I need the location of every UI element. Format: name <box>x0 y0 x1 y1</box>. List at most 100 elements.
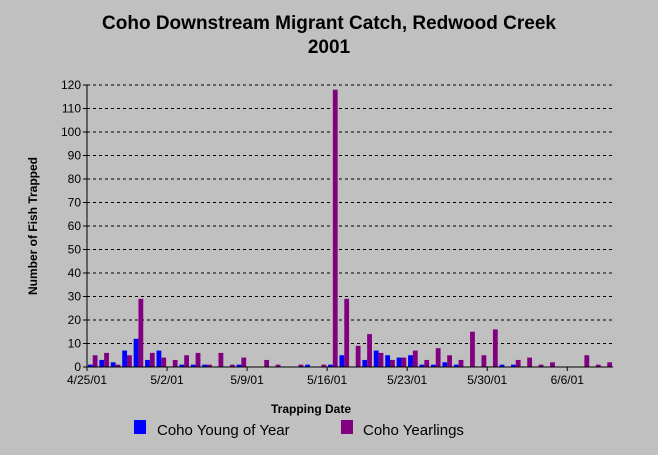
legend-swatch-young-of-year <box>134 420 146 434</box>
bar-yearlings-1 <box>104 352 109 367</box>
y-tick-label-10: 10 <box>68 337 82 351</box>
bar-yearlings-45 <box>607 362 613 367</box>
bar-yearlings-38 <box>527 357 533 367</box>
bar-yearlings-10 <box>207 364 212 367</box>
y-tick-label-20: 20 <box>68 313 82 327</box>
y-tick-label-120: 120 <box>61 78 81 92</box>
y-tick-label-100: 100 <box>61 125 81 139</box>
chart-title: Coho Downstream Migrant Catch, Redwood C… <box>0 12 658 60</box>
bar-young-of-year-37 <box>511 364 516 367</box>
legend-swatch-yearlings <box>341 420 353 434</box>
y-tick-label-70: 70 <box>68 196 82 210</box>
bar-yearlings-7 <box>172 359 178 367</box>
bar-young-of-year-0 <box>87 364 93 367</box>
x-tick-label-0: 4/25/01 <box>67 373 107 387</box>
x-tick-label-4: 5/23/01 <box>387 373 427 387</box>
bar-young-of-year-26 <box>385 355 391 367</box>
bar-yearlings-6 <box>161 357 167 367</box>
bar-young-of-year-4 <box>133 338 139 367</box>
bar-young-of-year-21 <box>328 364 333 367</box>
bar-yearlings-44 <box>595 364 601 367</box>
bar-yearlings-40 <box>550 362 555 367</box>
bar-young-of-year-9 <box>190 364 196 367</box>
bar-young-of-year-1 <box>99 359 105 367</box>
bar-young-of-year-6 <box>156 350 162 367</box>
title-line-1: Coho Downstream Migrant Catch, Redwood C… <box>102 13 556 34</box>
y-tick-label-30: 30 <box>68 290 82 304</box>
bar-yearlings-31 <box>447 355 452 367</box>
bar-yearlings-24 <box>367 334 372 367</box>
y-tick-label-0: 0 <box>74 360 81 374</box>
bar-yearlings-21 <box>332 89 338 367</box>
bar-yearlings-3 <box>127 355 132 367</box>
x-tick-label-6: 6/6/01 <box>551 373 585 387</box>
bar-young-of-year-19 <box>305 364 310 367</box>
x-tick-label-1: 5/2/01 <box>150 373 184 387</box>
bar-yearlings-37 <box>515 359 521 367</box>
title-line-2: 2001 <box>307 37 351 58</box>
bar-young-of-year-22 <box>339 355 345 367</box>
bar-yearlings-2 <box>115 364 121 367</box>
bar-young-of-year-24 <box>362 359 368 367</box>
bar-yearlings-27 <box>401 357 407 367</box>
bar-yearlings-34 <box>481 355 487 367</box>
bar-young-of-year-30 <box>430 364 436 367</box>
y-tick-label-50: 50 <box>68 243 82 257</box>
bar-yearlings-8 <box>184 355 189 367</box>
bar-yearlings-5 <box>149 352 155 367</box>
bar-young-of-year-28 <box>408 355 413 367</box>
bar-yearlings-30 <box>435 348 441 367</box>
bar-yearlings-25 <box>378 352 384 367</box>
bar-yearlings-33 <box>470 331 475 367</box>
bar-young-of-year-13 <box>236 364 242 367</box>
bar-yearlings-39 <box>538 364 544 367</box>
bar-yearlings-22 <box>344 298 350 367</box>
bar-yearlings-29 <box>424 359 430 367</box>
bar-young-of-year-27 <box>396 357 402 367</box>
grid-lines <box>87 84 613 344</box>
bar-yearlings-12 <box>229 364 235 367</box>
bar-young-of-year-3 <box>122 350 128 367</box>
y-tick-label-80: 80 <box>68 172 82 186</box>
bar-yearlings-32 <box>458 359 464 367</box>
bar-yearlings-13 <box>241 357 247 367</box>
bar-yearlings-43 <box>584 355 590 367</box>
bar-young-of-year-36 <box>499 364 505 367</box>
y-tick-label-110: 110 <box>62 102 81 116</box>
x-tick-label-2: 5/9/01 <box>230 373 264 387</box>
bar-yearlings-20 <box>321 364 327 367</box>
legend: Coho Young of Year Coho Yearlings <box>134 420 464 439</box>
bar-yearlings-35 <box>492 329 498 367</box>
bar-yearlings-15 <box>264 359 270 367</box>
bar-yearlings-18 <box>298 364 304 367</box>
bar-young-of-year-29 <box>419 364 425 367</box>
bar-young-of-year-8 <box>179 364 185 367</box>
x-axis-label: Trapping Date <box>271 402 351 416</box>
bar-yearlings-16 <box>275 364 281 367</box>
bar-yearlings-26 <box>390 359 395 367</box>
bar-yearlings-0 <box>92 355 98 367</box>
y-axis-label: Number of Fish Trapped <box>26 157 40 295</box>
bar-young-of-year-5 <box>145 359 150 367</box>
legend-label-yearlings: Coho Yearlings <box>363 422 464 439</box>
bar-yearlings-11 <box>218 352 224 367</box>
bar-young-of-year-10 <box>202 364 208 367</box>
bar-yearlings-9 <box>195 352 201 367</box>
bar-yearlings-4 <box>138 298 144 367</box>
bar-young-of-year-25 <box>373 350 379 367</box>
legend-label-young-of-year: Coho Young of Year <box>157 422 290 439</box>
bar-young-of-year-31 <box>442 362 448 367</box>
x-tick-label-5: 5/30/01 <box>467 373 507 387</box>
x-tick-labels: 4/25/01 5/2/01 5/9/01 5/16/01 5/23/01 5/30/01… <box>67 367 584 387</box>
bar-yearlings-28 <box>412 350 418 367</box>
bar-young-of-year-2 <box>110 362 116 367</box>
bar-yearlings-23 <box>355 345 361 367</box>
bars <box>87 89 613 367</box>
x-tick-label-3: 5/16/01 <box>307 373 347 387</box>
y-tick-label-60: 60 <box>68 219 82 233</box>
y-tick-label-40: 40 <box>68 266 82 280</box>
y-tick-label-90: 90 <box>68 149 82 163</box>
y-tick-labels: 0 10 20 30 40 50 60 70 80 90 100 110 120 <box>61 78 87 374</box>
bar-young-of-year-32 <box>453 364 459 367</box>
